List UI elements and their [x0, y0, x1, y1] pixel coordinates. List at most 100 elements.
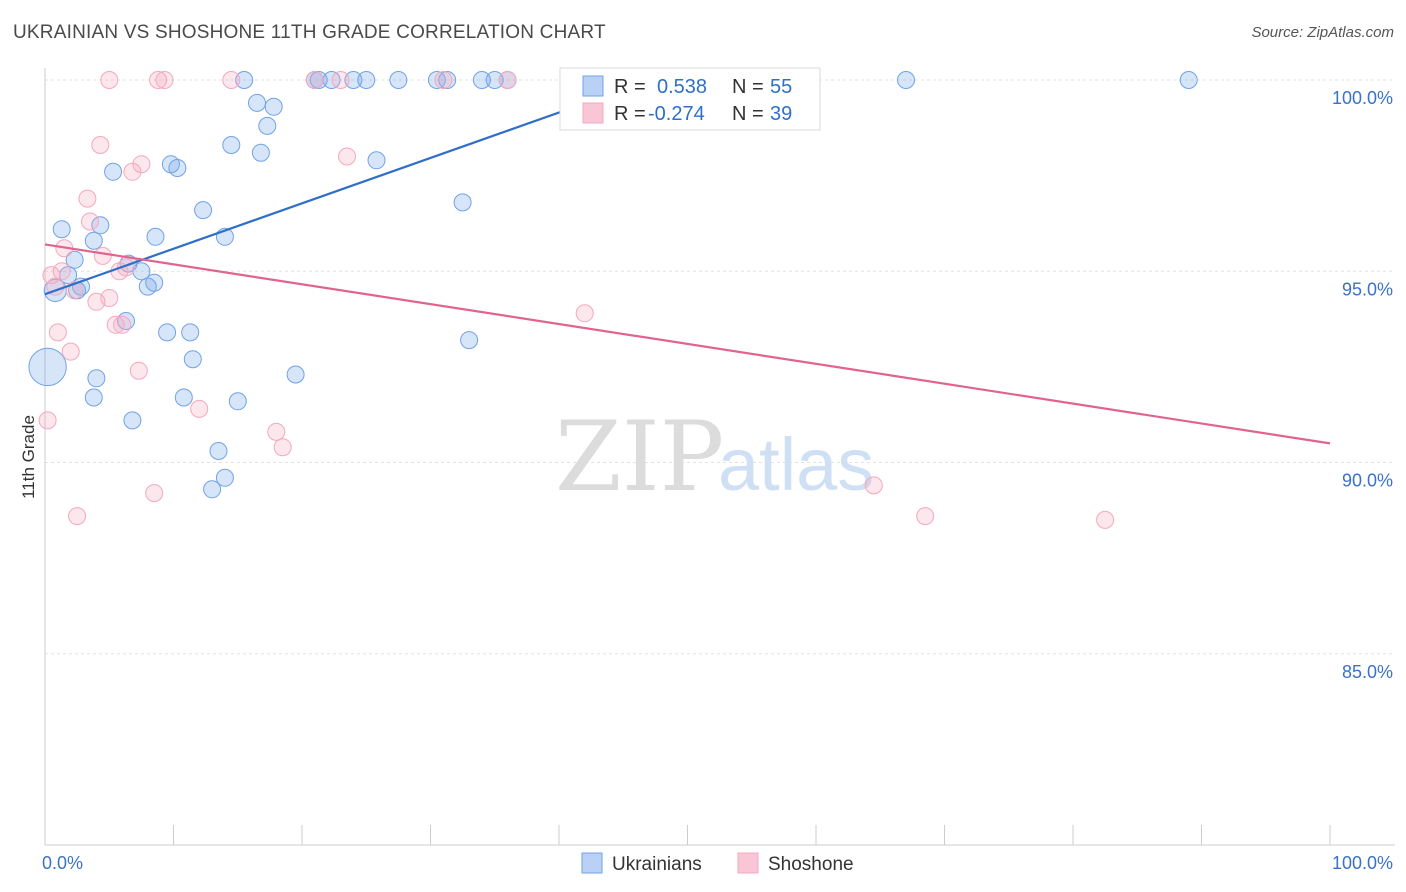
point-shoshone-21 — [190, 399, 209, 418]
point-ukrainians-6 — [84, 231, 103, 250]
point-shoshone-37 — [1096, 510, 1115, 529]
point-ukrainians-8 — [104, 162, 123, 181]
point-shoshone-35 — [864, 476, 883, 495]
point-shoshone-27 — [338, 147, 356, 166]
point-shoshone-18 — [132, 155, 151, 174]
point-ukrainians-52 — [203, 480, 222, 499]
point-shoshone-19 — [149, 71, 168, 89]
point-ukrainians-33 — [357, 71, 376, 89]
stats-swatch-ukrainians — [582, 75, 604, 97]
stats-r-label-ukrainians: R = — [614, 76, 646, 98]
stats-n-ukrainians: 55 — [770, 76, 792, 98]
stats-n-label-shoshone: N = — [732, 103, 764, 125]
point-shoshone-16 — [123, 162, 142, 181]
point-ukrainians-1 — [28, 347, 67, 387]
point-ukrainians-35 — [389, 71, 408, 89]
stats-n-shoshone: 39 — [770, 103, 792, 125]
point-shoshone-4 — [61, 342, 80, 361]
grid-lines — [45, 79, 1395, 655]
point-shoshone-2 — [52, 262, 71, 281]
stats-r-label-shoshone: R = — [614, 103, 646, 125]
point-shoshone-30 — [575, 304, 594, 323]
point-ukrainians-46 — [87, 369, 106, 388]
point-shoshone-32 — [68, 507, 87, 526]
y-tick-label-100: 100.0% — [1332, 88, 1393, 108]
point-ukrainians-47 — [84, 388, 103, 407]
watermark: ZIP atlas — [555, 401, 874, 513]
x-tick-label-min: 0.0% — [42, 853, 83, 873]
legend-label-ukrainians: Ukrainians — [612, 854, 702, 875]
point-ukrainians-48 — [123, 411, 142, 430]
point-ukrainians-15 — [158, 323, 177, 342]
point-shoshone-1 — [48, 323, 67, 342]
point-ukrainians-40 — [472, 71, 491, 89]
legend-label-shoshone: Shoshone — [768, 854, 854, 875]
trend-line-ukrainians — [44, 75, 663, 296]
trend-layer — [44, 75, 1331, 445]
point-ukrainians-41 — [485, 71, 504, 89]
y-tick-label-90: 90.0% — [1342, 471, 1393, 491]
point-ukrainians-22 — [222, 136, 241, 154]
point-ukrainians-51 — [209, 442, 228, 460]
y-tick-label-85: 85.0% — [1342, 662, 1393, 682]
point-ukrainians-25 — [251, 143, 270, 162]
point-ukrainians-49 — [174, 388, 193, 407]
point-ukrainians-19 — [183, 350, 202, 369]
point-ukrainians-38 — [453, 193, 472, 212]
point-shoshone-6 — [78, 189, 97, 208]
series-ukrainians — [28, 71, 1198, 499]
point-ukrainians-23 — [235, 71, 254, 89]
point-shoshone-26 — [331, 71, 350, 89]
point-ukrainians-34 — [367, 151, 386, 170]
point-ukrainians-27 — [264, 97, 283, 116]
stats-box: R = 0.538 N = 55 R = -0.274 N = 39 — [559, 67, 821, 131]
point-ukrainians-20 — [194, 201, 213, 220]
point-shoshone-9 — [91, 136, 110, 154]
watermark-atlas: atlas — [718, 423, 874, 506]
point-ukrainians-50 — [228, 392, 247, 411]
stats-r-ukrainians: 0.538 — [657, 76, 707, 98]
y-tick-label-95: 95.0% — [1342, 279, 1393, 299]
point-shoshone-23 — [267, 422, 286, 441]
x-tick-label-max: 100.0% — [1332, 853, 1393, 873]
point-shoshone-20 — [155, 71, 174, 89]
point-ukrainians-4 — [65, 250, 84, 269]
point-ukrainians-39 — [460, 331, 479, 350]
trend-line-shoshone — [44, 243, 1331, 445]
point-ukrainians-37 — [438, 71, 457, 89]
point-ukrainians-45 — [1179, 71, 1198, 89]
point-shoshone-10 — [93, 246, 112, 265]
point-ukrainians-28 — [286, 365, 305, 384]
point-ukrainians-18 — [181, 323, 200, 342]
point-shoshone-31 — [38, 411, 57, 430]
series-shoshone — [38, 71, 1115, 529]
point-shoshone-25 — [305, 71, 324, 89]
point-shoshone-24 — [273, 438, 292, 457]
point-shoshone-34 — [100, 71, 119, 89]
point-shoshone-29 — [498, 71, 517, 89]
points-layer — [28, 71, 1198, 529]
legend-swatch-shoshone — [737, 852, 759, 874]
point-ukrainians-14 — [146, 227, 165, 246]
point-ukrainians-24 — [248, 93, 266, 112]
point-shoshone-11 — [100, 289, 119, 307]
point-ukrainians-32 — [344, 71, 363, 89]
point-ukrainians-36 — [427, 71, 446, 89]
point-shoshone-36 — [916, 507, 935, 526]
watermark-zip: ZIP — [555, 401, 724, 513]
point-ukrainians-26 — [258, 116, 277, 135]
stats-n-label-ukrainians: N = — [732, 76, 764, 98]
point-ukrainians-30 — [309, 71, 328, 89]
point-ukrainians-53 — [215, 468, 234, 487]
point-ukrainians-7 — [91, 216, 110, 235]
chart-source: Source: ZipAtlas.com — [1251, 24, 1394, 41]
point-ukrainians-17 — [168, 159, 187, 177]
point-shoshone-28 — [434, 71, 453, 89]
y-axis-label: 11th Grade — [19, 415, 38, 499]
stats-swatch-shoshone — [582, 102, 604, 124]
point-shoshone-12 — [106, 315, 125, 334]
point-shoshone-14 — [113, 315, 132, 334]
point-shoshone-0 — [42, 266, 61, 285]
point-shoshone-7 — [81, 212, 99, 231]
